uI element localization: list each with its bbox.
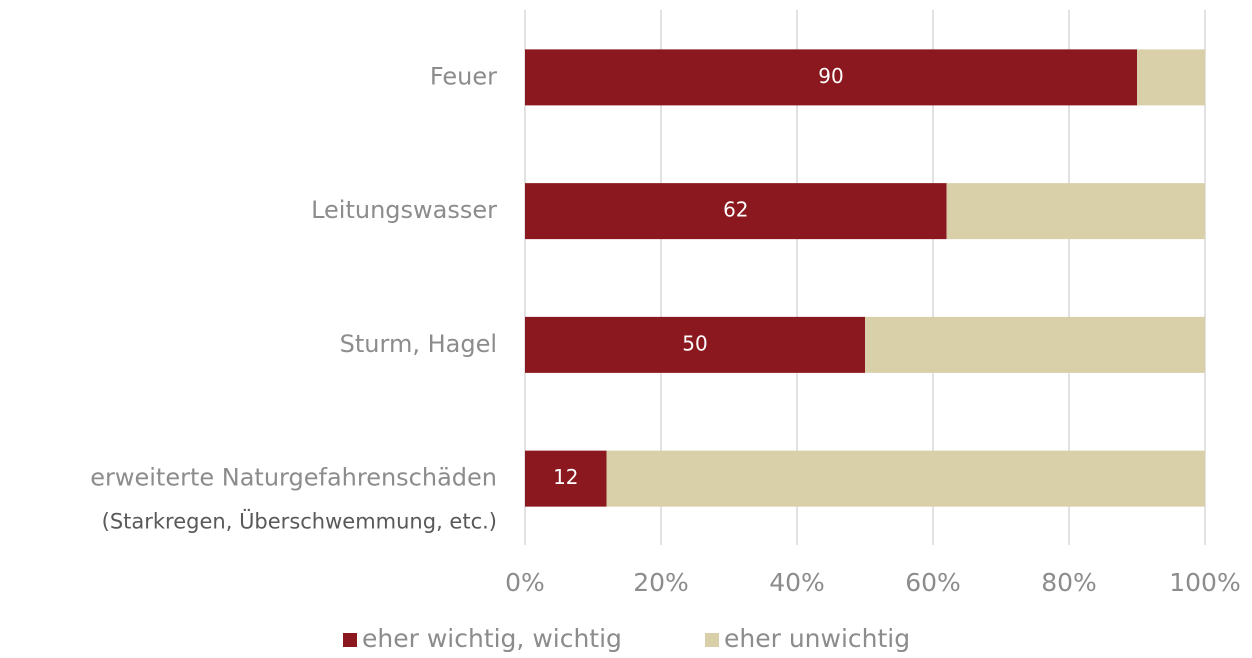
value-label: 62 [723,198,748,222]
value-label: 12 [553,465,578,489]
bar-segment [606,450,1205,507]
x-tick-label: 100% [1169,568,1240,597]
x-tick-label: 40% [769,568,825,597]
bar-segment [525,183,947,240]
value-label: 50 [682,331,707,355]
legend-label: eher wichtig, wichtig [362,624,622,653]
legend-swatch [343,633,357,647]
bar-segment [865,316,1205,373]
value-label: 90 [818,64,843,88]
legend-label: eher unwichtig [724,624,910,653]
y-tick-label: erweiterte Naturgefahrenschäden [90,464,497,492]
y-tick-label: Leitungswasser [311,196,497,224]
x-tick-label: 0% [505,568,545,597]
bar-segment [525,316,865,373]
bar-segment [525,450,607,507]
x-tick-label: 80% [1041,568,1097,597]
x-tick-label: 60% [905,568,961,597]
bar-segment [946,183,1205,240]
bar-segment [525,49,1137,106]
x-tick-label: 20% [633,568,689,597]
y-tick-label: Feuer [430,62,497,90]
category-note: (Starkregen, Überschwemmung, etc.) [102,509,497,534]
legend-swatch [705,633,719,647]
bar-segment [1137,49,1205,106]
y-tick-label: Sturm, Hagel [340,330,497,358]
